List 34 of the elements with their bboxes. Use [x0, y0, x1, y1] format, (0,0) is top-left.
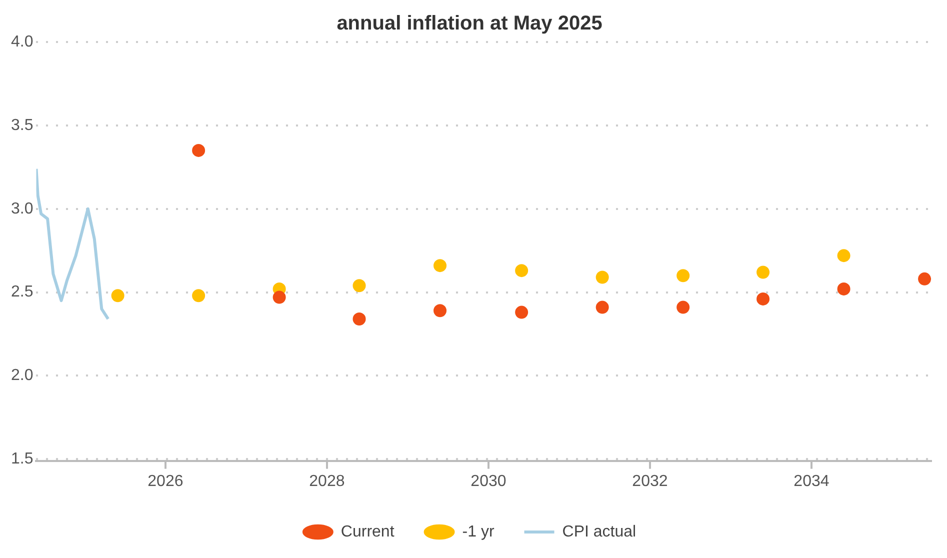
point	[756, 266, 770, 279]
x-tick-label: 2034	[794, 472, 830, 490]
point	[515, 264, 528, 278]
chart-title: annual inflation at May 2025	[336, 12, 602, 35]
x-tick-label: 2028	[309, 472, 345, 490]
point	[837, 282, 850, 296]
point	[434, 259, 447, 272]
point	[434, 304, 447, 318]
point	[837, 249, 850, 262]
point	[676, 300, 690, 314]
x-tick-label: 2030	[470, 472, 506, 490]
legend-label: -1 yr	[462, 523, 495, 540]
point	[192, 144, 206, 157]
point	[515, 306, 528, 319]
point	[352, 312, 366, 326]
point	[676, 269, 690, 282]
y-tick-label: 2.0	[10, 367, 34, 384]
x-tick-label: 2026	[148, 472, 184, 490]
point	[756, 292, 770, 306]
point	[596, 270, 609, 284]
y-tick-label: 1.5	[10, 450, 34, 468]
point	[918, 272, 931, 286]
y-tick-label: 4.0	[10, 33, 34, 50]
point	[352, 279, 366, 292]
point	[596, 300, 609, 314]
x-tick-label: 2032	[632, 472, 668, 490]
point	[192, 289, 206, 302]
legend-label: Current	[340, 523, 395, 540]
y-tick-label: 2.5	[10, 284, 34, 301]
legend-label: CPI actual	[562, 523, 636, 540]
point	[272, 290, 286, 304]
y-tick-label: 3.5	[10, 116, 34, 134]
point	[111, 289, 124, 302]
y-tick-label: 3.0	[10, 200, 34, 218]
